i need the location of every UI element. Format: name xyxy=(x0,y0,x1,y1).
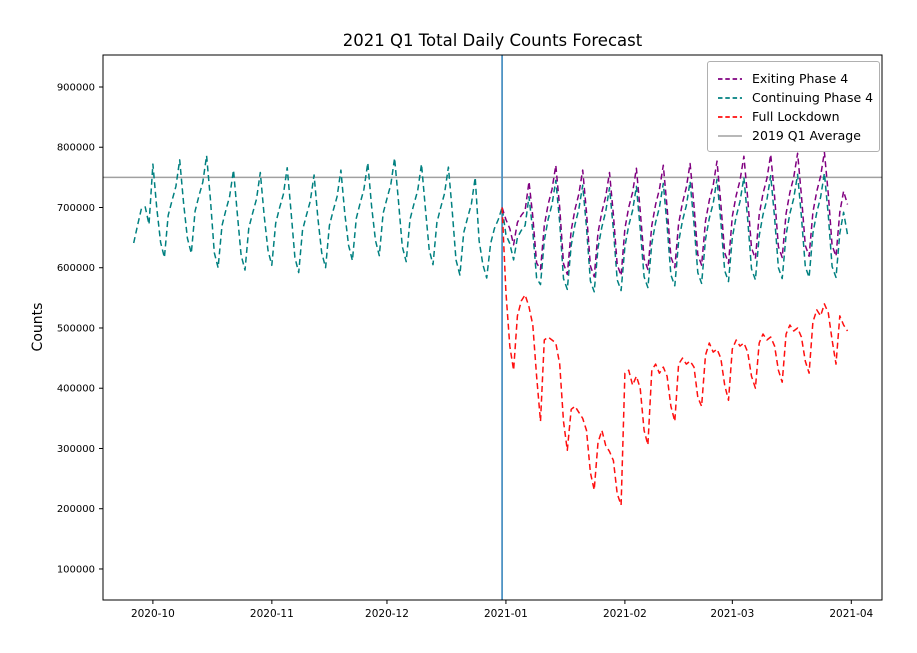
y-tick-label: 700000 xyxy=(57,203,95,214)
y-tick-label: 200000 xyxy=(57,504,95,515)
y-tick-label: 400000 xyxy=(57,384,95,395)
legend-item-2019-q1-average: 2019 Q1 Average xyxy=(717,126,870,145)
series-line-continuing-phase-4 xyxy=(132,154,849,293)
series-line-full-lockdown xyxy=(501,207,849,506)
legend-label: Full Lockdown xyxy=(752,109,840,124)
series-line-exiting-phase-4 xyxy=(501,151,849,278)
x-tick-label: 2021-02 xyxy=(603,608,647,620)
x-tick-label: 2021-01 xyxy=(484,608,528,620)
legend-line-sample xyxy=(718,134,742,137)
y-axis-label: Counts xyxy=(30,302,46,352)
x-tick-label: 2021-03 xyxy=(710,608,754,620)
y-tick-label: 600000 xyxy=(57,263,95,274)
y-tick-label: 300000 xyxy=(57,444,95,455)
legend-line-sample xyxy=(718,115,742,118)
legend-item-continuing-phase-4: Continuing Phase 4 xyxy=(717,88,874,107)
x-tick-label: 2021-04 xyxy=(829,608,873,620)
legend-line-sample xyxy=(718,96,742,99)
x-tick-label: 2020-11 xyxy=(250,608,294,620)
y-tick-label: 100000 xyxy=(57,564,95,575)
legend-item-exiting-phase-4: Exiting Phase 4 xyxy=(717,69,870,88)
x-tick-label: 2020-10 xyxy=(131,608,175,620)
legend-label: Exiting Phase 4 xyxy=(752,71,849,86)
legend-item-full-lockdown: Full Lockdown xyxy=(717,107,870,126)
y-tick-label: 500000 xyxy=(57,323,95,334)
y-tick-label: 800000 xyxy=(57,143,95,154)
legend: Exiting Phase 4 Continuing Phase 4 Full … xyxy=(707,61,880,152)
chart-title: 2021 Q1 Total Daily Counts Forecast xyxy=(342,31,643,50)
legend-label: 2019 Q1 Average xyxy=(752,128,861,143)
legend-label: Continuing Phase 4 xyxy=(752,90,874,105)
legend-line-sample xyxy=(718,77,742,80)
y-tick-label: 900000 xyxy=(57,82,95,93)
x-tick-label: 2020-12 xyxy=(365,608,409,620)
